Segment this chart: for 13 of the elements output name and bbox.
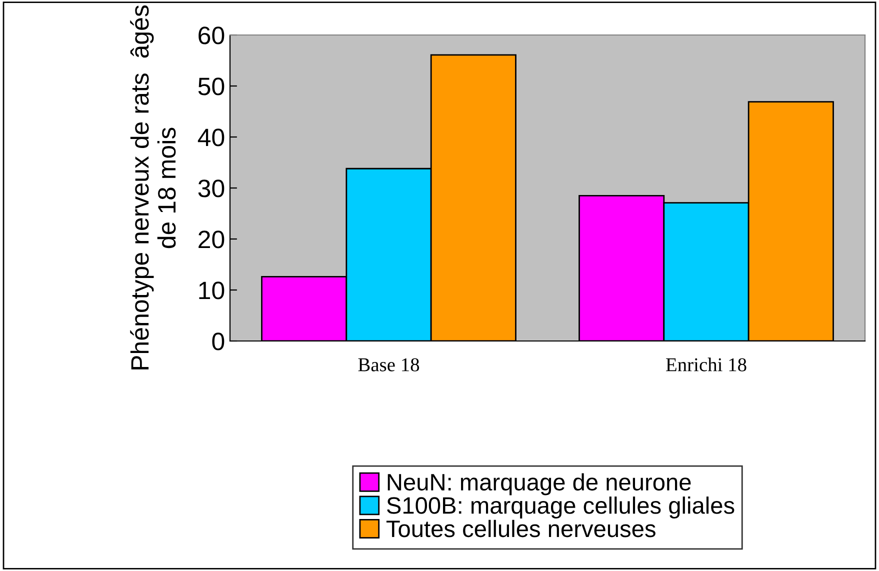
- y-tick-label: 60: [198, 26, 224, 44]
- y-tick-label: 50: [198, 78, 224, 96]
- y-tick-label: 20: [198, 230, 224, 248]
- legend-label: S100B: marquage cellules gliales: [387, 496, 734, 519]
- y-axis-title: Phénotype nerveux de rats âgés de 18 mois: [130, 5, 176, 370]
- x-tick-label: Enrichi 18: [666, 358, 746, 372]
- y-tick-label: 0: [212, 332, 224, 350]
- legend-label: Toutes cellules nerveuses: [386, 520, 656, 538]
- x-tick-label: Base 18: [358, 358, 420, 372]
- y-tick-label: 30: [198, 180, 224, 198]
- y-tick-label: 40: [198, 128, 224, 146]
- legend-label: NeuN: marquage de neurone: [388, 473, 691, 496]
- y-tick-label: 10: [199, 282, 224, 300]
